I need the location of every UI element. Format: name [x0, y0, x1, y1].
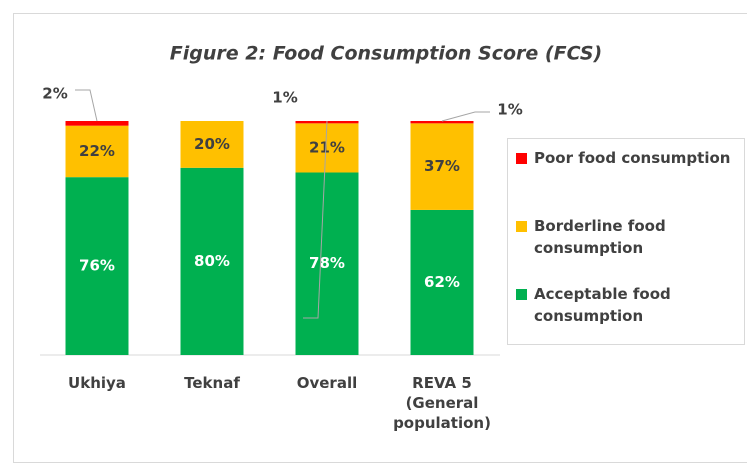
- bar-segment: [410, 121, 474, 124]
- bar-segment: [65, 125, 129, 178]
- bar-segment: [180, 121, 244, 168]
- bar-segment: [295, 172, 359, 355]
- data-label: 20%: [194, 135, 230, 153]
- data-label: 62%: [424, 273, 460, 291]
- data-label: 21%: [309, 138, 345, 156]
- bar-segment: [410, 209, 474, 355]
- legend-item: Borderline food consumption: [516, 215, 736, 259]
- data-label: 1%: [497, 101, 522, 119]
- bar-segment: [410, 123, 474, 210]
- legend: Poor food consumption Borderline food con…: [507, 138, 745, 345]
- legend-swatch: [516, 153, 527, 164]
- legend-label: Poor food consumption: [534, 149, 731, 167]
- data-label: 1%: [272, 89, 297, 107]
- data-label: 76%: [79, 257, 115, 275]
- leader-line: [303, 120, 328, 319]
- x-tick-label: Ukhiya: [68, 374, 126, 392]
- x-tick-label: Overall: [296, 374, 358, 392]
- data-label: 37%: [424, 157, 460, 175]
- bar-segment: [180, 167, 244, 355]
- page: {"chart_data": {"type": "bar", "stacked"…: [13, 13, 747, 463]
- x-tick-label: Teknaf: [184, 374, 240, 392]
- leader-line: [441, 111, 490, 122]
- data-label: 80%: [194, 252, 230, 270]
- chart-title: Figure 2: Food Consumption Score (FCS): [170, 43, 602, 65]
- bar-segment: [65, 121, 129, 126]
- leader-line: [75, 89, 98, 122]
- legend-swatch: [516, 221, 527, 232]
- chart: Figure 2: Food Consumption Score (FCS) 7…: [40, 43, 602, 356]
- bar-segment: [65, 177, 129, 355]
- legend-label: Acceptable food consumption: [534, 285, 671, 325]
- legend-item: Poor food consumption: [516, 147, 736, 169]
- legend-label: Borderline food consumption: [534, 217, 666, 257]
- legend-swatch: [516, 289, 527, 300]
- data-label: 2%: [42, 85, 67, 103]
- legend-item: Acceptable food consumption: [516, 283, 736, 327]
- data-label: 22%: [79, 142, 115, 160]
- data-label: 78%: [309, 254, 345, 272]
- x-tick-label: REVA 5 (General population): [393, 374, 491, 432]
